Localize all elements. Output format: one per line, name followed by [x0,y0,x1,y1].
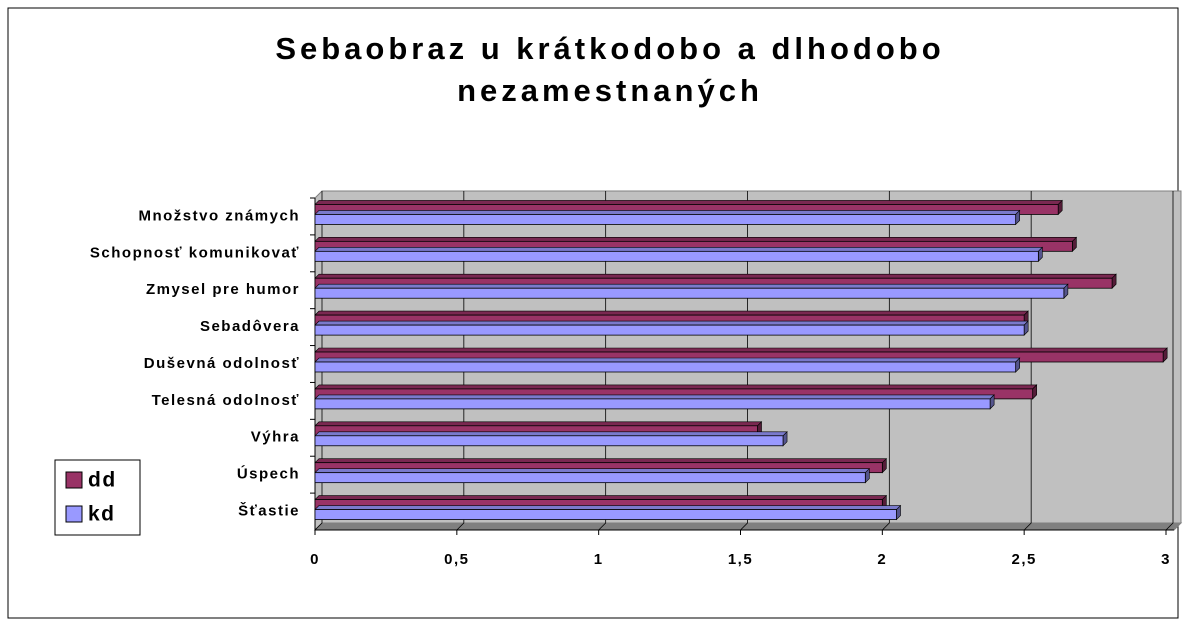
grid-line [314,191,323,531]
bar-top [314,237,1078,242]
y-tick-label: Duševná odolnosť [144,355,300,372]
plot-floor [313,522,1183,531]
bar-top [314,421,763,427]
bar [314,509,897,520]
bar [314,361,1017,373]
x-tick-label: 1,5 [728,551,753,568]
bar-top [314,320,1029,326]
bar-top [314,431,788,437]
bar-top [314,210,1021,215]
x-tick-label: 2 [877,551,887,568]
legend-swatch [65,505,83,523]
bar [314,287,1065,299]
bar-top [314,468,871,473]
bar-top [314,495,888,500]
bar [314,472,866,484]
bar-top [314,283,1069,289]
legend-label: dd [88,469,117,492]
bar-top [314,273,1117,279]
x-tick-label: 1 [594,551,604,568]
bar [314,435,784,447]
bar-top [314,357,1021,363]
y-tick-label: Úspech [237,465,300,483]
y-tick-label: Schopnosť komunikovať [90,244,300,261]
bar-top [314,394,995,400]
y-tick-label: Telesná odolnosť [152,392,300,409]
bar [314,398,991,410]
grid-line [1165,191,1174,531]
grid-line [882,191,890,531]
grid-line [456,191,465,531]
x-tick-label: 2,5 [1011,551,1036,568]
grid-line [598,191,607,531]
y-tick-label: Zmysel pre humor [146,281,300,298]
x-tick-label: 0,5 [444,551,469,568]
bar-top [314,384,1038,390]
bar-top [314,458,888,463]
bar [314,324,1025,336]
y-tick-label: Množstvo známych [138,207,300,224]
bar-top [314,505,902,510]
y-tick-label: Šťastie [238,502,300,520]
y-tick-label: Sebadôvera [200,318,300,335]
x-tick-label: 3 [1161,551,1171,568]
bar-top [314,200,1063,205]
bar-top [314,347,1168,353]
bar [314,250,1039,262]
x-tick-label: 0 [310,551,320,568]
grid-line [740,191,748,531]
grid-line [1023,191,1032,531]
y-tick-label: Výhra [251,429,300,446]
bar-top [314,247,1044,252]
chart-title: Sebaobraz u krátkodobo a dlhodobo nezame… [275,31,945,108]
legend-swatch [65,471,83,489]
legend-label: kd [88,503,116,526]
bar [314,214,1017,225]
bar-top [314,310,1029,316]
